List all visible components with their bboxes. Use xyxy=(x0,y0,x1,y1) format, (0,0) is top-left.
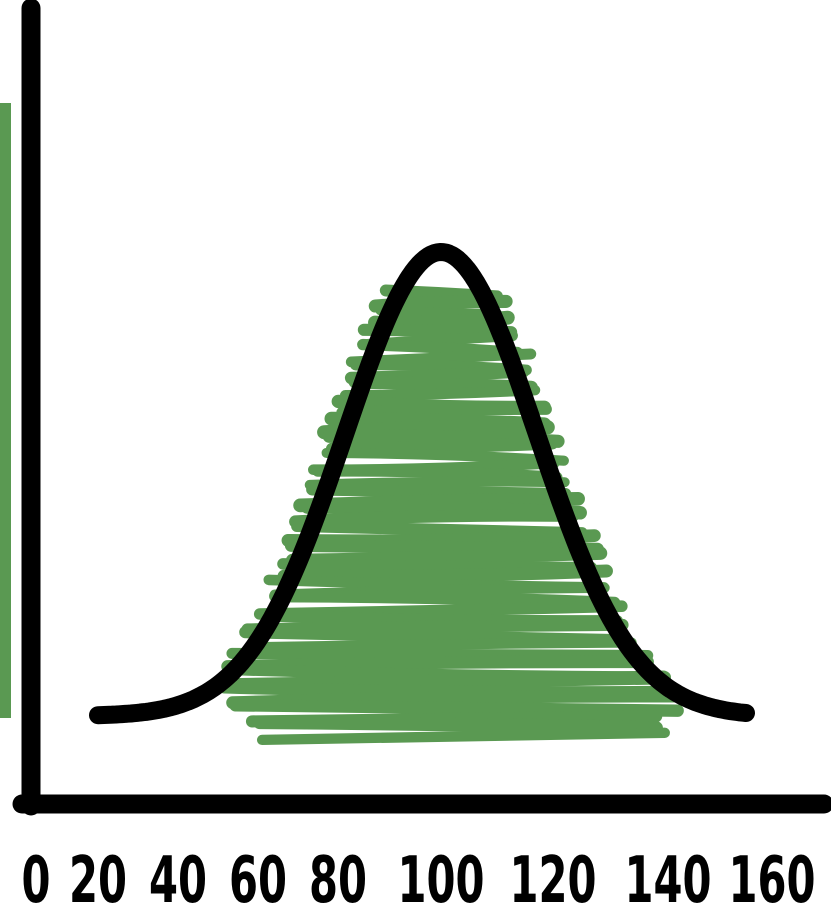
distribution-curve xyxy=(89,243,755,725)
scribble-stroke xyxy=(312,465,563,484)
x-tick-label: 0 xyxy=(22,844,51,909)
scribble-stroke xyxy=(245,637,637,653)
x-tick-label: 80 xyxy=(309,844,367,909)
scribble-stroke xyxy=(252,715,663,735)
scribble-stroke xyxy=(256,727,670,746)
scribble-stroke xyxy=(277,564,613,583)
x-tick-label: 120 xyxy=(510,844,597,909)
x-tick-label: 140 xyxy=(625,844,712,909)
scribble-stroke xyxy=(229,699,684,717)
x-tick-labels: 0 20 40 60 80 100 120 140 160 xyxy=(22,844,816,909)
x-tick-label: 100 xyxy=(398,844,485,909)
x-tick-label: 60 xyxy=(229,844,287,909)
scribble-stroke xyxy=(221,655,654,673)
scribble-stroke xyxy=(269,589,621,610)
scribble-stroke xyxy=(336,403,552,419)
scribble-stroke xyxy=(289,509,580,528)
shaded-region xyxy=(214,284,686,746)
x-tick-label: 20 xyxy=(69,844,127,909)
scribble-stroke xyxy=(339,384,541,401)
scribble-stroke xyxy=(325,436,559,456)
scribble-stroke xyxy=(226,647,654,662)
x-tick-label: 160 xyxy=(729,844,816,909)
scribble-stroke xyxy=(304,476,570,490)
side-bar xyxy=(0,103,11,718)
x-tick-label: 40 xyxy=(149,844,207,909)
